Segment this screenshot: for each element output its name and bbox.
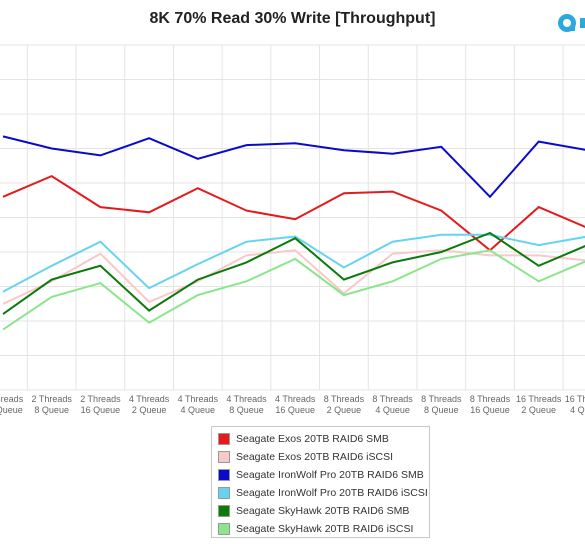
brand-logo-icon	[556, 12, 585, 39]
x-tick-label: 4 Threads 8 Queue	[226, 394, 267, 415]
x-tick-label: 4 Threads 16 Queue	[275, 394, 316, 415]
x-tick-label: 2 Threads 16 Queue	[80, 394, 121, 415]
legend-item[interactable]: Seagate SkyHawk 20TB RAID6 iSCSI	[218, 520, 429, 538]
legend-label: Seagate IronWolf Pro 20TB RAID6 SMB	[236, 469, 424, 481]
legend-swatch	[218, 469, 230, 481]
legend-label: Seagate SkyHawk 20TB RAID6 iSCSI	[236, 523, 414, 535]
series-line-5	[2, 249, 585, 331]
series-lines	[2, 135, 585, 331]
x-tick-label: 8 Threads 16 Queue	[470, 394, 511, 415]
x-tick-label: 8 Threads 8 Queue	[421, 394, 462, 415]
series-line-3	[2, 233, 585, 293]
legend-swatch	[218, 523, 230, 535]
legend-item[interactable]: Seagate IronWolf Pro 20TB RAID6 SMB	[218, 466, 429, 484]
chart-legend: Seagate Exos 20TB RAID6 SMB Seagate Exos …	[211, 426, 430, 538]
x-tick-label: 2 Threads 8 Queue	[32, 394, 73, 415]
series-line-4	[2, 231, 585, 315]
legend-label: Seagate Exos 20TB RAID6 iSCSI	[236, 451, 393, 463]
legend-item[interactable]: Seagate SkyHawk 20TB RAID6 SMB	[218, 502, 429, 520]
legend-item[interactable]: Seagate Exos 20TB RAID6 SMB	[218, 430, 429, 448]
x-tick-label: 8 Threads 2 Queue	[324, 394, 365, 415]
x-tick-label: 8 Threads 4 Queue	[372, 394, 413, 415]
x-tick-label: 16 Threads 2 Queue	[516, 394, 562, 415]
series-line-1	[2, 249, 585, 305]
legend-item[interactable]: Seagate IronWolf Pro 20TB RAID6 iSCSI	[218, 484, 429, 502]
legend-label: Seagate SkyHawk 20TB RAID6 SMB	[236, 505, 410, 517]
grid-lines	[0, 44, 585, 391]
legend-swatch	[218, 433, 230, 445]
legend-item[interactable]: Seagate Exos 20TB RAID6 iSCSI	[218, 448, 429, 466]
legend-swatch	[218, 487, 230, 499]
x-tick-label: 4 Threads 2 Queue	[129, 394, 170, 415]
x-tick-label: 4 Threads 4 Queue	[178, 394, 219, 415]
legend-label: Seagate Exos 20TB RAID6 SMB	[236, 433, 389, 445]
chart-title: 8K 70% Read 30% Write [Throughput]	[149, 10, 436, 27]
legend-swatch	[218, 505, 230, 517]
legend-swatch	[218, 451, 230, 463]
legend-label: Seagate IronWolf Pro 20TB RAID6 iSCSI	[236, 487, 428, 499]
series-line-2	[2, 135, 585, 199]
